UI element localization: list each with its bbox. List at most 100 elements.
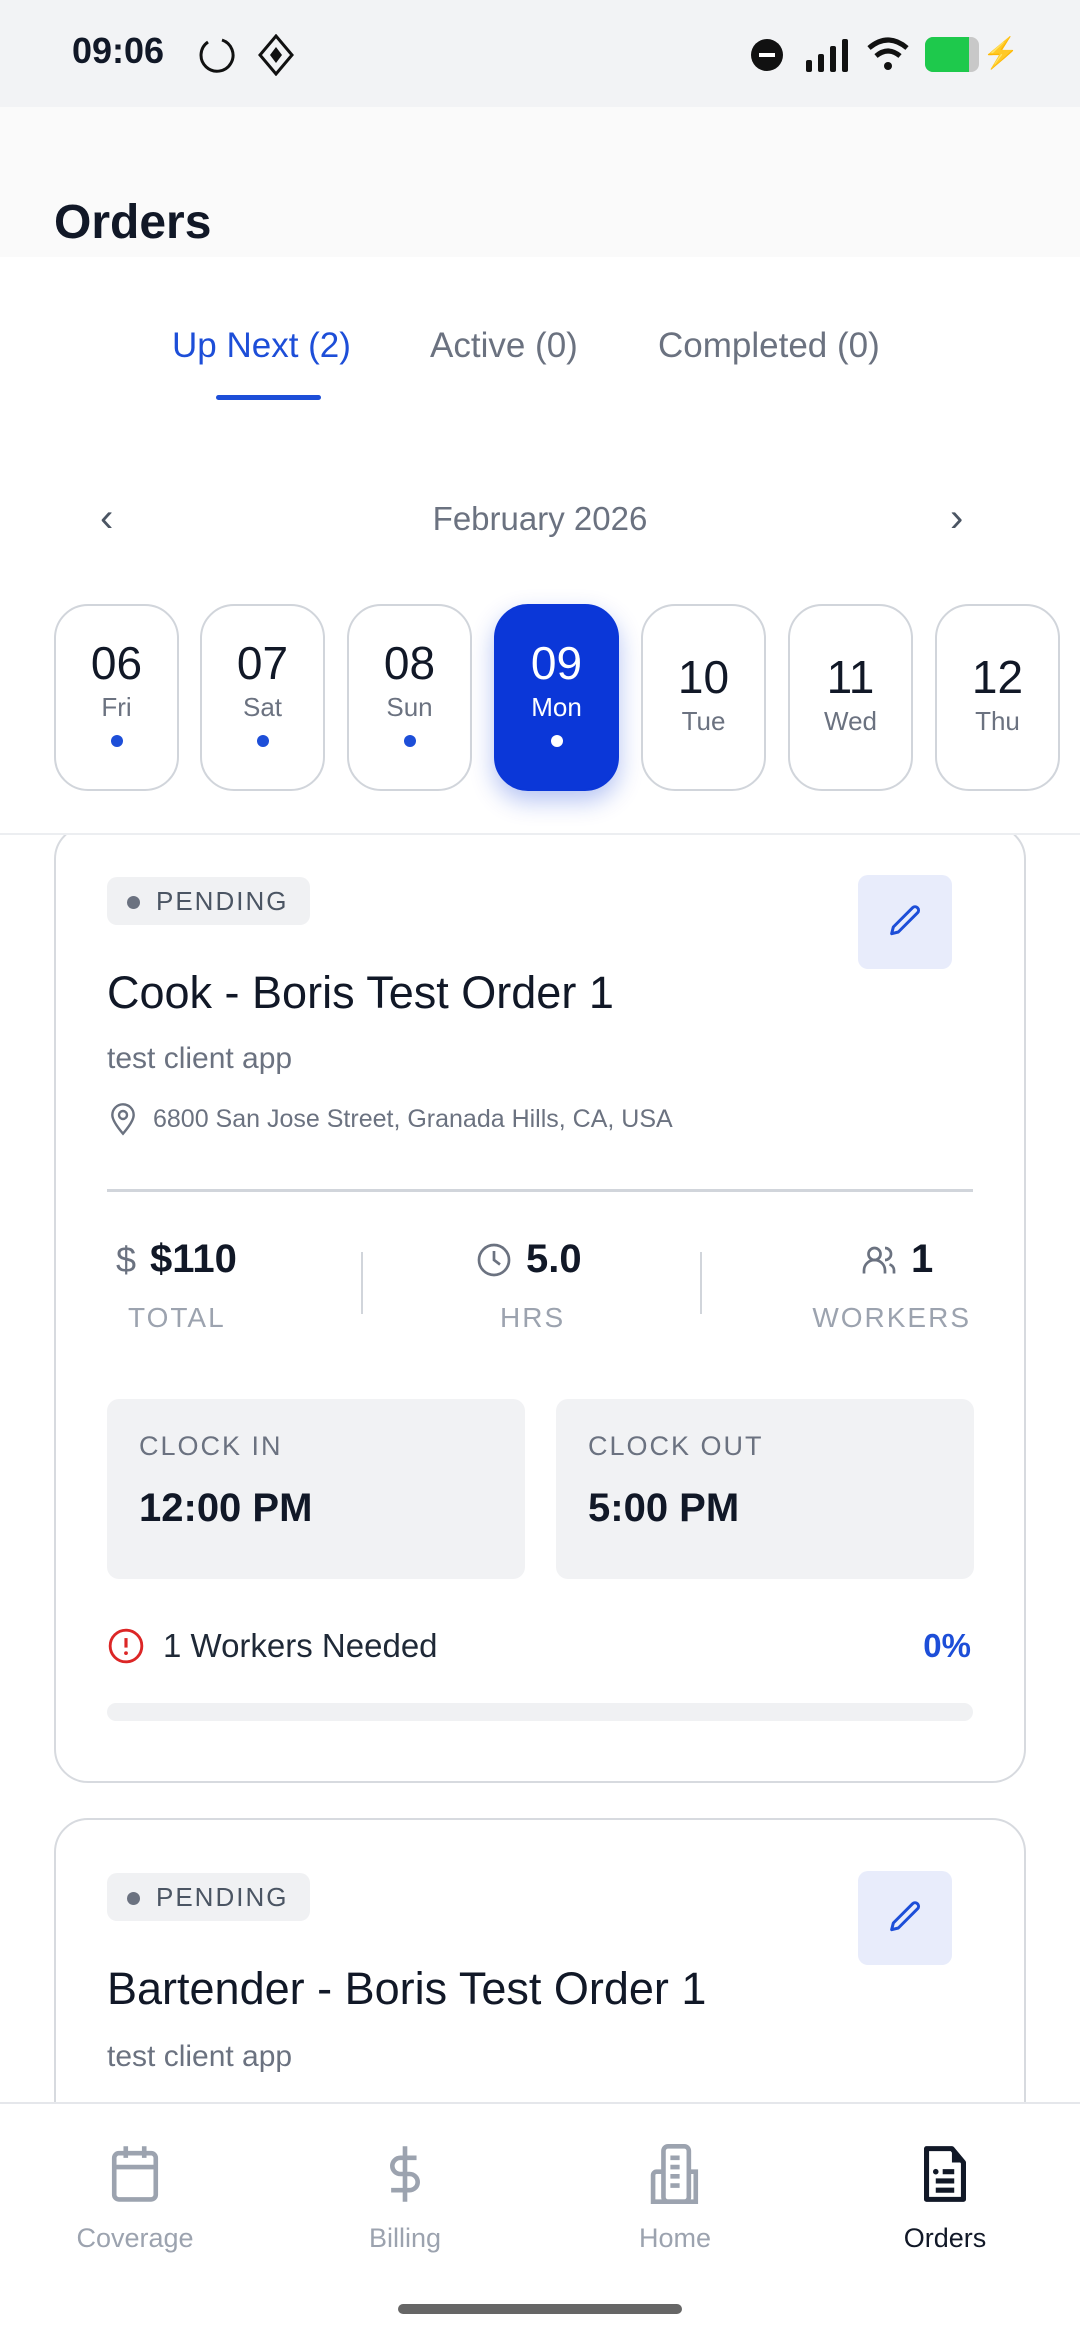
clock-out-label: CLOCK OUT [588,1431,764,1461]
document-icon [924,2146,966,2202]
order-card[interactable]: PENDING Cook - Boris Test Order 1 test c… [54,835,1026,1783]
day-pill[interactable]: 11 Wed [788,604,913,791]
nav-coverage[interactable]: Coverage [35,2144,235,2254]
client-name: test client app [107,2040,293,2073]
address: 6800 San Jose Street, Granada Hills, CA,… [107,1101,673,1137]
status-dot [127,896,140,909]
orders-dot [256,735,269,747]
orders-dot [550,735,563,747]
hours-amount: 5.0 [526,1237,582,1281]
clock-in-label: CLOCK IN [139,1431,283,1461]
clock-out-box: CLOCK OUT 5:00 PM [556,1399,974,1579]
pencil-icon [890,1901,921,1932]
total-label: TOTAL [128,1302,226,1333]
clock-in-time: 12:00 PM [139,1486,313,1530]
status-time: 09:06 [72,30,165,71]
alert-icon [108,1628,144,1664]
order-card[interactable]: PENDING Bartender - Boris Test Order 1 t… [54,1818,1026,2102]
workers-needed: 1 Workers Needed [107,1627,438,1665]
order-title: Cook - Boris Test Order 1 [107,967,614,1018]
day-pill[interactable]: 06 Fri [54,604,179,791]
workers-needed-text: 1 Workers Needed [163,1627,438,1664]
status-badge: PENDING [107,877,311,925]
nav-label: Billing [368,2223,442,2253]
app-notification-icon [258,34,294,76]
day-of-week: Sun [386,692,433,722]
clock-in-box: CLOCK IN 12:00 PM [107,1399,525,1579]
tab-active[interactable]: Active (0) [430,326,578,365]
total-amount: $110 [150,1237,237,1281]
day-of-week: Wed [824,706,877,736]
orders-dot [110,735,123,747]
home-indicator[interactable] [398,2304,682,2314]
edit-button[interactable] [858,875,952,969]
total-value: $ $110 [116,1237,237,1282]
nav-billing[interactable]: Billing [305,2144,505,2254]
location-pin-icon [111,1103,135,1136]
day-of-week: Tue [681,706,726,736]
day-of-week: Mon [531,692,582,722]
header [0,107,1080,257]
day-number: 12 [971,651,1024,703]
wifi-icon [867,37,909,70]
dollar-icon: $ [116,1238,137,1280]
charging-icon: ⚡ [982,37,1020,70]
day-number: 07 [236,637,289,689]
building-icon [650,2144,699,2204]
nav-label: Orders [903,2223,987,2253]
order-title: Bartender - Boris Test Order 1 [107,1963,707,2014]
day-pill[interactable]: 10 Tue [641,604,766,791]
orders-dot [403,735,416,747]
stat-divider [700,1252,702,1314]
client-name: test client app [107,1042,293,1075]
workers-value: 1 [861,1237,933,1282]
day-number: 06 [90,637,143,689]
day-of-week: Fri [101,692,132,722]
nav-orders[interactable]: Orders [845,2144,1045,2254]
workers-count: 1 [911,1237,934,1281]
prev-month-button[interactable]: ‹ [100,496,114,540]
battery-icon [925,37,979,72]
next-month-button[interactable]: › [950,496,964,540]
clock-out-time: 5:00 PM [588,1486,740,1530]
hours-label: HRS [500,1302,566,1333]
edit-button[interactable] [858,1871,952,1965]
nav-label: Home [638,2223,712,2253]
nav-home[interactable]: Home [575,2144,775,2254]
status-bar: 09:06 ⚡ [0,0,1080,107]
active-tab-indicator [216,395,321,400]
calendar-icon [111,2146,159,2202]
status-badge: PENDING [107,1873,311,1921]
day-pill[interactable]: 07 Sat [200,604,325,791]
divider [0,833,1080,835]
day-number: 09 [530,637,583,689]
day-pill-selected[interactable]: 09 Mon [494,604,619,791]
day-pill[interactable]: 08 Sun [347,604,472,791]
address-text: 6800 San Jose Street, Granada Hills, CA,… [153,1104,673,1133]
dollar-icon [390,2146,420,2202]
dnd-icon [751,39,783,71]
hours-value: 5.0 [476,1237,582,1282]
day-of-week: Thu [975,706,1020,736]
workers-label: WORKERS [812,1302,971,1333]
fill-progress-bar [107,1703,973,1721]
month-label: February 2026 [432,500,648,537]
pencil-icon [890,905,921,936]
tab-up-next[interactable]: Up Next (2) [172,326,351,365]
nav-label: Coverage [76,2223,194,2253]
orders-list[interactable]: PENDING Cook - Boris Test Order 1 test c… [0,835,1080,2102]
day-number: 11 [826,651,875,703]
day-number: 08 [383,637,436,689]
stat-divider [361,1252,363,1314]
bottom-nav: Coverage Billing Home Orders [0,2102,1080,2340]
fill-percent: 0% [923,1627,971,1664]
day-number: 10 [677,651,730,703]
day-pill[interactable]: 12 Thu [935,604,1060,791]
users-icon [862,1246,896,1273]
divider [107,1189,973,1192]
tab-completed[interactable]: Completed (0) [658,326,880,365]
status-text: PENDING [156,886,289,916]
day-of-week: Sat [242,692,283,722]
signal-icon [806,39,848,72]
clock-icon [477,1243,511,1276]
